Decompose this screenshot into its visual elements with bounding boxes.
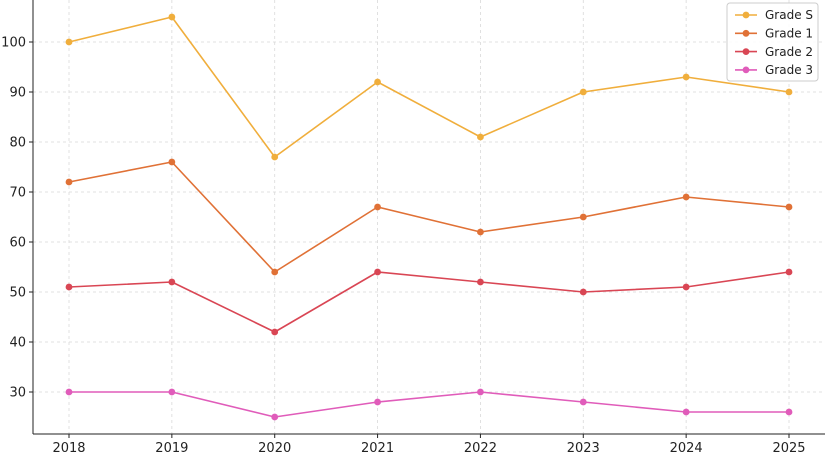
legend: Grade S Grade 1 Grade 2 Grade 3 xyxy=(726,2,819,82)
data-point-grade-2 xyxy=(477,278,484,286)
data-point-grade-3 xyxy=(271,413,279,421)
data-point-grade-3 xyxy=(682,408,690,416)
data-point-grade-s xyxy=(682,73,690,81)
data-point-grade-3 xyxy=(168,388,176,396)
data-point-grade-s xyxy=(579,88,587,96)
data-point-grade-3 xyxy=(477,388,484,396)
x-tick-label: 2023 xyxy=(567,441,600,456)
y-tick-label: 60 xyxy=(9,236,26,251)
series-grade-1 xyxy=(65,158,793,276)
series-line-grade-2 xyxy=(68,271,790,333)
data-point-grade-s xyxy=(168,13,176,21)
data-point-grade-s xyxy=(65,38,73,46)
y-tick-label: 100 xyxy=(1,36,26,51)
data-point-grade-s xyxy=(477,133,484,141)
data-point-grade-3 xyxy=(579,398,587,406)
y-tick-label: 90 xyxy=(9,86,26,101)
legend-item-grade-s: Grade S xyxy=(735,8,813,22)
grid xyxy=(33,0,825,434)
data-point-grade-3 xyxy=(785,408,793,416)
series-line-grade-s xyxy=(68,16,790,158)
data-point-grade-1 xyxy=(785,203,793,211)
y-tick-label: 40 xyxy=(9,336,26,351)
series xyxy=(65,13,793,421)
data-point-grade-2 xyxy=(271,328,279,336)
x-tick-label: 2018 xyxy=(52,441,85,456)
y-tick-label: 80 xyxy=(9,136,26,151)
legend-swatch-marker xyxy=(742,11,750,19)
legend-item-grade-2: Grade 2 xyxy=(735,45,813,59)
legend-swatch-marker xyxy=(742,48,750,55)
data-point-grade-1 xyxy=(579,213,587,221)
y-tick-label: 30 xyxy=(9,386,26,401)
data-point-grade-1 xyxy=(682,193,690,201)
data-point-grade-1 xyxy=(65,178,73,186)
series-line-grade-1 xyxy=(68,161,790,273)
legend-item-grade-3: Grade 3 xyxy=(735,63,813,77)
series-grade-s xyxy=(65,13,793,161)
legend-swatch-marker xyxy=(742,66,750,74)
x-tick-label: 2019 xyxy=(155,441,188,456)
data-point-grade-s xyxy=(271,153,279,161)
x-tick-label: 2020 xyxy=(258,441,291,456)
data-point-grade-2 xyxy=(579,288,587,296)
data-point-grade-1 xyxy=(168,158,176,166)
data-point-grade-s xyxy=(785,88,793,96)
legend-item-grade-1: Grade 1 xyxy=(735,27,813,41)
data-point-grade-2 xyxy=(65,283,73,291)
legend-label: Grade 1 xyxy=(765,27,813,41)
series-line-grade-3 xyxy=(69,391,789,418)
data-point-grade-2 xyxy=(682,283,690,291)
x-tick-label: 2021 xyxy=(361,441,394,456)
data-point-grade-s xyxy=(374,78,381,86)
data-point-grade-2 xyxy=(374,268,381,276)
data-point-grade-3 xyxy=(374,398,381,406)
series-grade-2 xyxy=(65,268,793,336)
y-tick-label: 70 xyxy=(9,186,26,201)
data-point-grade-2 xyxy=(168,278,176,286)
data-point-grade-1 xyxy=(477,228,484,236)
data-point-grade-3 xyxy=(65,388,73,396)
x-tick-label: 2025 xyxy=(772,441,805,456)
y-tick-label: 50 xyxy=(9,286,26,301)
legend-label: Grade 3 xyxy=(765,63,813,77)
data-point-grade-1 xyxy=(271,268,279,276)
x-tick-label: 2024 xyxy=(670,441,703,456)
data-point-grade-1 xyxy=(374,203,381,211)
x-tick-label: 2022 xyxy=(464,441,497,456)
legend-label: Grade S xyxy=(765,8,813,22)
series-grade-3 xyxy=(65,388,793,421)
legend-label: Grade 2 xyxy=(765,45,813,59)
legend-swatch-marker xyxy=(742,29,750,37)
legend-box xyxy=(726,2,819,82)
data-point-grade-2 xyxy=(785,268,793,276)
